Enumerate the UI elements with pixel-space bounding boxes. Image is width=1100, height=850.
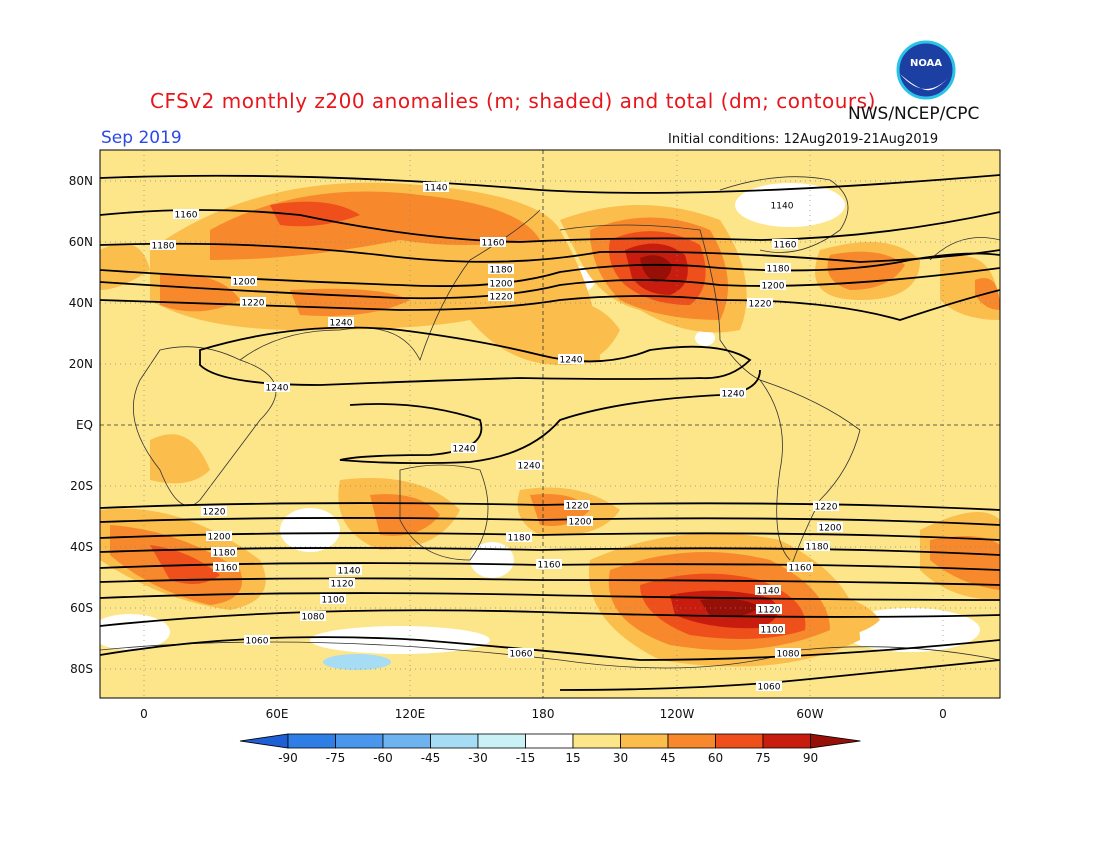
map-frame (99, 149, 1001, 699)
contour-label: 1160 (774, 241, 797, 251)
colorbar-label: -75 (326, 751, 346, 765)
contour-label: 1240 (453, 445, 476, 455)
lat-label: 20S (70, 479, 93, 493)
contour-label: 1200 (819, 524, 842, 534)
contour-label: 1200 (233, 278, 256, 288)
colorbar-label: 30 (613, 751, 628, 765)
contour-label: 1160 (215, 564, 238, 574)
colorbar-swatch (382, 733, 431, 749)
lon-label: 60E (266, 707, 289, 721)
colorbar-label: -60 (373, 751, 393, 765)
noaa-logo: NOAA (896, 40, 956, 100)
lat-label: 20N (69, 357, 93, 371)
contour-label: 1180 (767, 265, 790, 275)
contour-label: 1060 (758, 683, 781, 693)
contour-label: 1160 (789, 564, 812, 574)
contour-label: 1220 (815, 503, 838, 513)
colorbar-label: -90 (278, 751, 298, 765)
colorbar-swatch (335, 733, 384, 749)
colorbar-swatch (667, 733, 716, 749)
contour-label: 1060 (510, 650, 533, 660)
contour-label: 1060 (246, 637, 269, 647)
contour-label: 1180 (806, 543, 829, 553)
contour-labels: 1140 1160 1180 1200 1220 1240 1160 1180 … (150, 182, 843, 693)
noaa-logo-text: NOAA (910, 58, 942, 69)
graticule (100, 150, 1000, 698)
contour-label: 1220 (203, 508, 226, 518)
contour-label: 1100 (322, 596, 345, 606)
lon-label: 0 (140, 707, 148, 721)
contour-label: 1180 (152, 242, 175, 252)
contour-label: 1220 (242, 299, 265, 309)
colorbar-arrow-right (810, 733, 861, 749)
contour-label: 1180 (213, 549, 236, 559)
contour-label: 1080 (302, 613, 325, 623)
contour-label: 1240 (518, 462, 541, 472)
lon-label: 60W (796, 707, 823, 721)
contour-label: 1240 (266, 384, 289, 394)
colorbar-swatch (715, 733, 764, 749)
contour-label: 1080 (777, 650, 800, 660)
contour-label: 1160 (482, 239, 505, 249)
latitude-labels: 80N 60N 40N 20N EQ 20S 40S 60S 80S (69, 174, 93, 676)
colorbar-label: 90 (803, 751, 818, 765)
colorbar-label: 60 (708, 751, 723, 765)
contour-label: 1160 (538, 561, 561, 571)
forecast-month: Sep 2019 (101, 128, 182, 148)
colorbar-swatch (572, 733, 621, 749)
map-title: CFSv2 monthly z200 anomalies (m; shaded)… (150, 89, 876, 113)
agency-label: NWS/NCEP/CPC (848, 104, 980, 124)
colorbar-swatch (430, 733, 479, 749)
colorbar-label: 75 (755, 751, 770, 765)
colorbar-label: -15 (516, 751, 536, 765)
contour-label: 1220 (566, 502, 589, 512)
contour-label: 1140 (771, 202, 794, 212)
contour-label: 1240 (722, 390, 745, 400)
colorbar-label: -30 (468, 751, 488, 765)
contour-label: 1100 (761, 626, 784, 636)
colorbar-label: 15 (565, 751, 580, 765)
contour-label: 1200 (490, 280, 513, 290)
contour-label: 1240 (330, 319, 353, 329)
contour-label: 1120 (758, 606, 781, 616)
contour-label: 1120 (331, 580, 354, 590)
lon-label: 120W (660, 707, 695, 721)
contour-label: 1140 (425, 184, 448, 194)
lat-label: 40N (69, 296, 93, 310)
colorbar-swatch (620, 733, 669, 749)
lat-label: 80N (69, 174, 93, 188)
contour-label: 1140 (338, 567, 361, 577)
contour-label: 1200 (569, 518, 592, 528)
contour-label: 1160 (175, 211, 198, 221)
colorbar-arrow-left (239, 733, 289, 749)
lat-label: EQ (76, 418, 93, 432)
contour-label: 1200 (208, 533, 231, 543)
colorbar-label: 45 (660, 751, 675, 765)
initial-conditions-label: Initial conditions: 12Aug2019-21Aug2019 (668, 132, 939, 147)
contour-label: 1220 (749, 300, 772, 310)
lat-label: 40S (70, 540, 93, 554)
lat-label: 60N (69, 235, 93, 249)
contour-label: 1140 (757, 587, 780, 597)
colorbar-swatch (762, 733, 811, 749)
contour-label: 1240 (560, 356, 583, 366)
colorbar-swatch (287, 733, 336, 749)
lon-label: 120E (395, 707, 426, 721)
colorbar: -90 -75 -60 -45 -30 -15 15 30 45 60 75 90 (239, 733, 861, 765)
longitude-labels: 0 60E 120E 180 120W 60W 0 (140, 707, 947, 721)
contour-label: 1180 (490, 266, 513, 276)
lon-label: 180 (532, 707, 555, 721)
lat-label: 60S (70, 601, 93, 615)
colorbar-label: -45 (421, 751, 441, 765)
contour-label: 1180 (508, 534, 531, 544)
colorbar-swatch (477, 733, 526, 749)
contour-label: 1220 (490, 293, 513, 303)
lon-label: 0 (939, 707, 947, 721)
colorbar-swatch (525, 733, 574, 749)
contour-label: 1200 (762, 282, 785, 292)
lat-label: 80S (70, 662, 93, 676)
height-contours (100, 174, 1000, 691)
